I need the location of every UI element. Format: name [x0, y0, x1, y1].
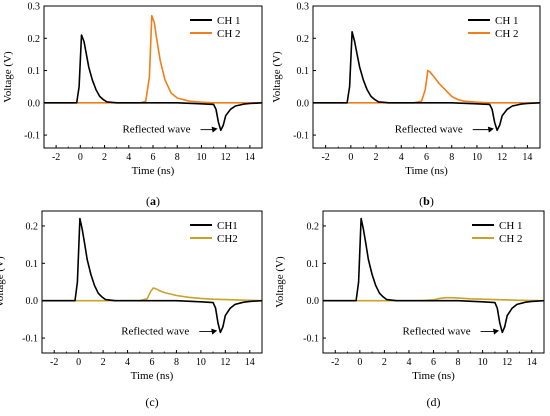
x-tick-label: 14: [522, 152, 532, 163]
x-tick-label: 12: [497, 152, 507, 163]
x-tick-label: 6: [431, 357, 436, 368]
y-tick-label: 0.1: [297, 66, 310, 77]
x-tick-label: 10: [472, 152, 482, 163]
y-tick-label: 0.2: [26, 221, 39, 232]
x-tick-label: 2: [102, 152, 107, 163]
x-axis-title: Time (ns): [132, 165, 175, 177]
x-tick-label: 10: [196, 152, 206, 163]
panel-label: (c): [145, 395, 158, 409]
x-axis-title: Time (ns): [405, 165, 448, 177]
panel-label: (b): [419, 194, 434, 208]
x-tick-label: 6: [151, 152, 156, 163]
series-line-ch-1: [313, 30, 540, 132]
y-axis-title: Voltage (V): [0, 256, 6, 308]
chart-panel-d: -2 0 2 4 6 8 10 12 14 -0.1 0.0 0.1 0.2 Time (ns) Volta…: [274, 210, 545, 409]
x-tick-label: 6: [424, 152, 429, 163]
x-tick-label: 0: [357, 357, 362, 368]
y-tick-label: 0.1: [307, 259, 320, 270]
x-tick-label: 2: [382, 357, 387, 368]
x-tick-label: 8: [174, 357, 179, 368]
legend-label: CH 1: [495, 15, 519, 27]
x-tick-label: 4: [125, 357, 130, 368]
x-tick-label: 8: [456, 357, 461, 368]
legend-label: CH1: [217, 220, 238, 232]
x-tick-label: 4: [406, 357, 411, 368]
y-tick-label: 0.3: [28, 2, 41, 13]
x-tick-label: 4: [399, 152, 404, 163]
panel-label: (d): [427, 395, 441, 409]
x-tick-label: -2: [331, 357, 339, 368]
legend-label: CH 2: [495, 28, 519, 40]
x-tick-label: 12: [221, 152, 231, 163]
panel-label: (a): [146, 194, 160, 208]
x-tick-label: 10: [196, 357, 206, 368]
reflected-wave-annotation: Reflected wave: [121, 326, 189, 338]
y-tick-label: 0.1: [26, 259, 39, 270]
y-tick-label: 0.0: [307, 296, 320, 307]
legend-label: CH 2: [217, 28, 241, 40]
y-tick-label: -0.1: [22, 334, 38, 345]
y-tick-label: -0.1: [293, 131, 309, 142]
x-tick-label: 0: [76, 357, 81, 368]
x-tick-label: 14: [245, 357, 255, 368]
x-tick-label: 10: [478, 357, 488, 368]
series-line-ch1: [42, 217, 262, 334]
y-axis-title: Voltage (V): [274, 256, 286, 308]
x-axis-title: Time (ns): [412, 370, 455, 382]
annotation-arrowhead: [487, 126, 494, 133]
x-axis-title: Time (ns): [131, 370, 174, 382]
y-tick-label: 0.3: [297, 2, 310, 13]
y-tick-label: 0.0: [297, 98, 310, 109]
series-group: [44, 14, 262, 132]
chart-panel-c: -2 0 2 4 6 8 10 12 14 -0.1 0.0 0.1 0.2 Time (ns) Volta…: [0, 210, 263, 409]
y-tick-label: -0.1: [24, 131, 40, 142]
x-tick-label: 0: [348, 152, 353, 163]
x-tick-label: -2: [50, 357, 58, 368]
x-tick-label: -2: [52, 152, 60, 163]
x-tick-label: 2: [101, 357, 106, 368]
series-line-ch-1: [323, 217, 544, 334]
legend-label: CH2: [217, 233, 238, 245]
x-tick-label: 14: [245, 152, 255, 163]
y-tick-label: 0.2: [297, 34, 310, 45]
x-tick-label: 2: [374, 152, 379, 163]
y-tick-label: -0.1: [303, 334, 319, 345]
series-line-ch-1: [44, 34, 262, 132]
annotation-arrowhead: [211, 126, 218, 133]
chart-panel-a: -2 0 2 4 6 8 10 12 14 -0.1 0.0 0.1 0.2 0.3 Time (ns) Vo…: [2, 2, 263, 208]
y-tick-label: 0.2: [28, 34, 41, 45]
reflected-wave-annotation: Reflected wave: [122, 124, 190, 136]
y-tick-label: 0.1: [28, 66, 41, 77]
x-tick-label: -2: [321, 152, 329, 163]
series-group: [313, 30, 540, 132]
y-axis-title: Voltage (V): [271, 51, 283, 103]
legend-label: CH 1: [499, 220, 523, 232]
x-tick-label: 12: [220, 357, 230, 368]
series-group: [42, 217, 262, 334]
reflected-wave-annotation: Reflected wave: [395, 124, 463, 136]
x-tick-label: 8: [449, 152, 454, 163]
y-axis-title: Voltage (V): [2, 51, 14, 103]
y-tick-label: 0.2: [307, 221, 320, 232]
legend-label: CH 2: [499, 233, 523, 245]
y-tick-label: 0.0: [28, 98, 41, 109]
legend-label: CH 1: [217, 15, 241, 27]
x-tick-label: 4: [126, 152, 131, 163]
x-tick-label: 14: [527, 357, 537, 368]
y-tick-label: 0.0: [26, 296, 39, 307]
x-tick-label: 12: [502, 357, 512, 368]
reflected-wave-annotation: Reflected wave: [403, 326, 471, 338]
annotation-arrowhead: [211, 328, 218, 335]
chart-panel-b: -2 0 2 4 6 8 10 12 14 -0.1 0.0 0.1 0.2 0.3 Time (ns) Vo…: [271, 2, 541, 208]
x-tick-label: 6: [150, 357, 155, 368]
series-group: [323, 217, 544, 334]
x-tick-label: 8: [175, 152, 180, 163]
x-tick-label: 0: [78, 152, 83, 163]
annotation-arrowhead: [493, 328, 500, 335]
